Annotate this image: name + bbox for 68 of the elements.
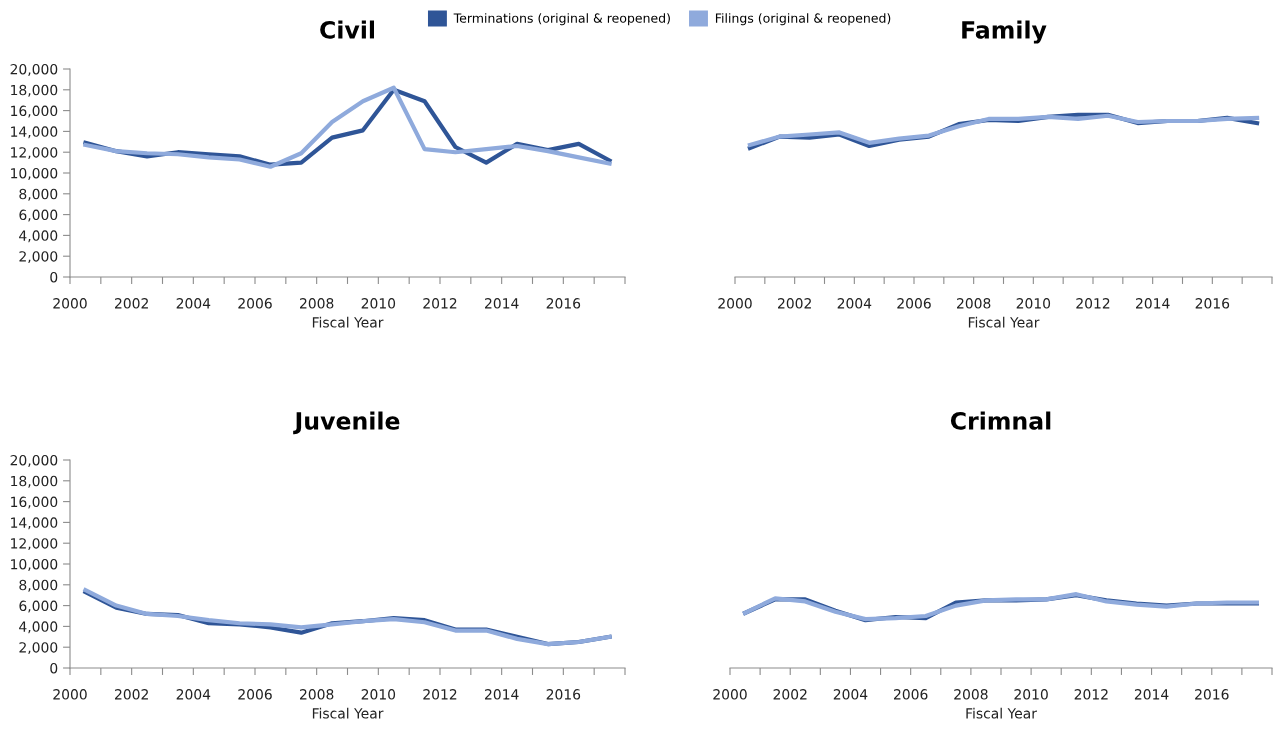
chart-title: Juvenile <box>293 411 400 435</box>
y-tick-label: 6,000 <box>19 209 58 222</box>
y-tick-label: 14,000 <box>11 126 58 139</box>
chart-title: Crimnal <box>950 411 1051 430</box>
x-axis-title: Fiscal Year <box>966 707 1037 719</box>
legend-label: Terminations (original & reopened) <box>453 13 670 26</box>
x-tick-label: 2014 <box>485 689 519 700</box>
x-axis-title: Fiscal Year <box>312 707 384 719</box>
x-tick-label: 2006 <box>897 298 931 309</box>
x-tick-label: 2004 <box>176 298 211 309</box>
y-tick-label: 12,000 <box>11 538 58 551</box>
y-tick-label: 8,000 <box>19 188 58 201</box>
x-tick-label: 2008 <box>954 689 988 700</box>
x-tick-label: 2008 <box>957 298 991 309</box>
x-tick-label: 2002 <box>773 689 807 700</box>
x-tick-label: 2000 <box>713 689 747 700</box>
x-tick-label: 2014 <box>485 298 519 309</box>
x-tick-label: 2010 <box>1014 689 1048 700</box>
x-tick-label: 2014 <box>1136 298 1170 309</box>
x-tick-label: 2010 <box>1016 298 1051 309</box>
x-tick-label: 2008 <box>300 689 334 700</box>
y-tick-label: 12,000 <box>11 147 58 160</box>
x-tick-label: 2012 <box>1074 689 1108 700</box>
x-tick-label: 2010 <box>361 689 396 700</box>
x-tick-label: 2016 <box>1195 689 1229 700</box>
x-tick-label: 2000 <box>53 689 87 700</box>
y-tick-label: 8,000 <box>19 579 58 592</box>
x-tick-label: 2002 <box>778 298 811 309</box>
y-tick-label: 0 <box>50 662 58 674</box>
y-tick-label: 18,000 <box>11 475 58 488</box>
y-tick-label: 0 <box>50 271 58 283</box>
x-tick-label: 2012 <box>1076 298 1110 309</box>
y-tick-label: 10,000 <box>11 167 58 180</box>
x-tick-label: 2006 <box>238 689 272 700</box>
x-tick-label: 2002 <box>115 689 148 700</box>
x-tick-label: 2006 <box>894 689 928 700</box>
y-tick-label: 16,000 <box>11 496 58 509</box>
y-tick-label: 4,000 <box>19 230 58 243</box>
x-axis-title: Fiscal Year <box>312 316 384 328</box>
x-tick-label: 2012 <box>423 298 457 309</box>
x-tick-label: 2004 <box>837 298 872 309</box>
y-tick-label: 6,000 <box>19 600 58 613</box>
y-tick-label: 20,000 <box>10 63 58 76</box>
y-tick-label: 4,000 <box>19 621 58 634</box>
x-tick-label: 2010 <box>361 298 396 309</box>
x-tick-label: 2006 <box>238 298 272 309</box>
y-tick-label: 2,000 <box>19 642 58 655</box>
x-tick-label: 2016 <box>546 689 581 700</box>
x-tick-label: 2002 <box>115 298 148 309</box>
x-tick-label: 2000 <box>53 298 87 309</box>
x-tick-label: 2004 <box>833 689 868 700</box>
x-tick-label: 2016 <box>546 298 581 309</box>
y-tick-label: 14,000 <box>11 517 58 530</box>
x-tick-label: 2000 <box>718 298 752 309</box>
x-axis-title: Fiscal Year <box>968 316 1040 328</box>
x-tick-label: 2012 <box>423 689 457 700</box>
y-tick-label: 18,000 <box>11 84 58 97</box>
y-tick-label: 10,000 <box>11 558 58 571</box>
y-tick-label: 20,000 <box>10 454 58 467</box>
x-tick-label: 2004 <box>176 689 211 700</box>
x-tick-label: 2014 <box>1134 689 1169 700</box>
chart-title: Civil <box>320 20 375 39</box>
chart-title: Family <box>962 20 1047 44</box>
y-tick-label: 2,000 <box>19 251 58 264</box>
legend-label: Filings (original & reopened) <box>715 13 891 26</box>
y-tick-label: 16,000 <box>11 105 58 118</box>
x-tick-label: 2016 <box>1195 298 1230 309</box>
x-tick-label: 2008 <box>300 298 334 309</box>
